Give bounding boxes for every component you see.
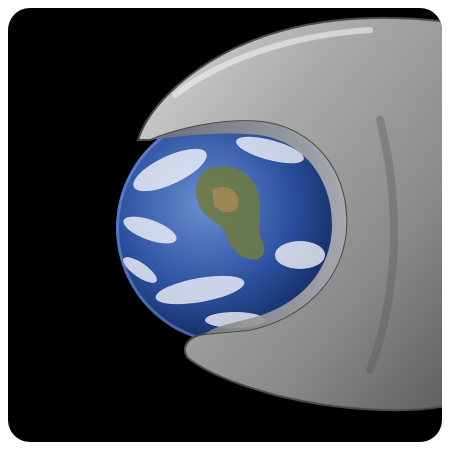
- wrench: [136, 16, 442, 412]
- earth: [116, 112, 348, 344]
